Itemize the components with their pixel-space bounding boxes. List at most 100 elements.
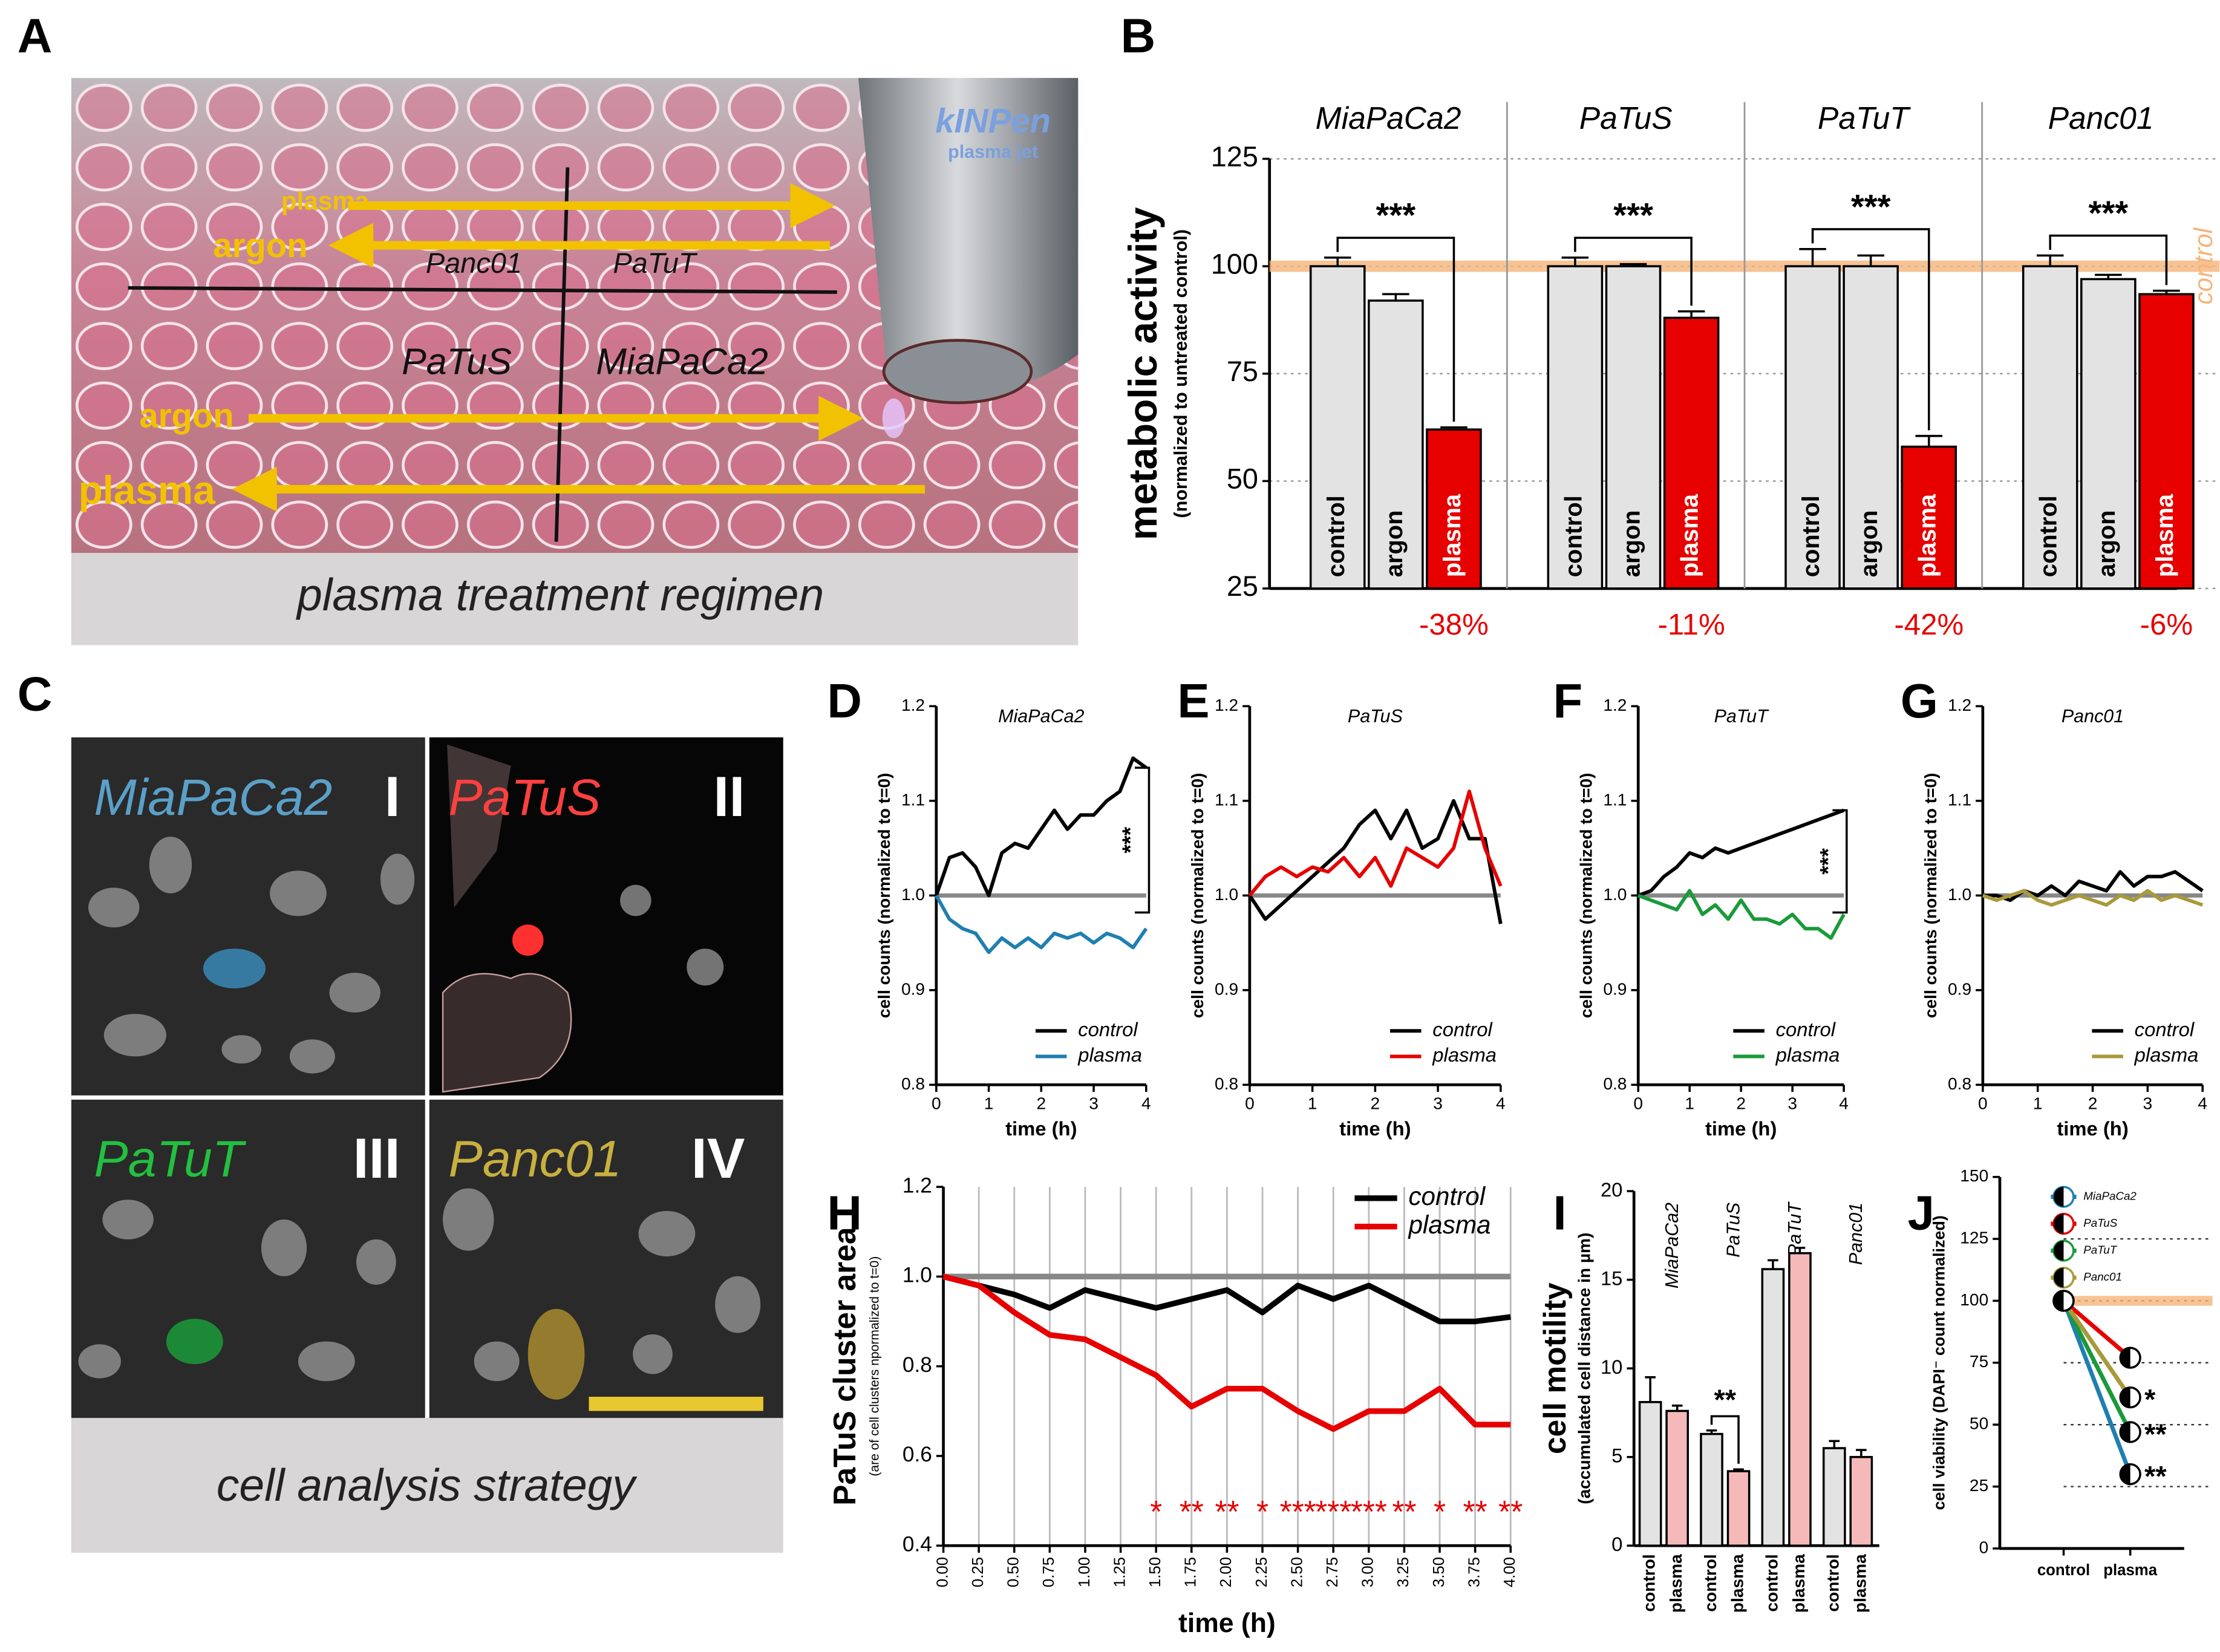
x-tick-label: 3.00: [1360, 1557, 1377, 1587]
category-label: argon: [1381, 510, 1408, 577]
x-tick-label: 4.00: [1501, 1557, 1518, 1587]
significance: ***: [1815, 848, 1841, 875]
marker-half: [2120, 1464, 2130, 1484]
marker-half: [2054, 1241, 2064, 1261]
category-label: plasma: [2152, 494, 2178, 577]
x-tick-label: 3: [1787, 1094, 1797, 1113]
marker-half: [2054, 1291, 2064, 1311]
x-tick-label: 3.75: [1466, 1557, 1483, 1587]
cell: [474, 1341, 520, 1382]
y-tick-label: 0: [1611, 1533, 1622, 1555]
x-tick-label: 1.00: [1076, 1557, 1093, 1587]
series-line: [2062, 1300, 2132, 1475]
error-bar: [1440, 426, 1467, 430]
cell: [443, 1188, 494, 1251]
cell-cluster: [442, 973, 572, 1093]
error-bar: [1733, 1468, 1744, 1472]
bar: [1638, 1401, 1662, 1547]
y-tick-label: 0: [1979, 1538, 1989, 1556]
arrow-label: plasma: [281, 186, 370, 215]
y-axis-sublabel: (accumulated cell distance in µm): [1575, 1233, 1593, 1504]
y-tick-label: 0.8: [1948, 1074, 1971, 1093]
well-label: MiaPaCa2: [596, 341, 768, 382]
legend-label: plasma: [1077, 1043, 1142, 1066]
change-label: -6%: [2140, 608, 2193, 641]
error-bar: [1829, 1440, 1840, 1449]
x-tick-label: 2: [2088, 1094, 2098, 1113]
error-bar: [1382, 293, 1409, 301]
cell-names: MiaPaCa2 PaTuS PaTuT Panc01: [94, 769, 621, 1187]
significance-bracket: [1811, 228, 1930, 431]
x-tick-label: 0: [932, 1094, 941, 1113]
y-tick-label: 1.0: [1948, 885, 1971, 904]
significance: **: [1180, 1494, 1204, 1529]
x-tick-label: 4: [1141, 1094, 1151, 1113]
significance: *: [1434, 1494, 1446, 1529]
x-tick-label: 4: [1839, 1094, 1849, 1113]
arrow-head: [790, 183, 835, 229]
legend-label: PaTuT: [2083, 1244, 2117, 1256]
bar: [1663, 316, 1720, 590]
y-tick-label: 150: [1960, 1166, 1988, 1185]
cell: [221, 1035, 261, 1064]
x-axis-label: time (h): [1178, 1608, 1276, 1638]
well-label: PaTuS: [402, 341, 512, 382]
y-tick-label: 1.1: [1603, 790, 1627, 809]
x-tick-label: 2: [1371, 1094, 1380, 1113]
y-tick-label: 1.1: [1948, 790, 1971, 809]
series-line: [2062, 1299, 2132, 1360]
panel-label: I: [1553, 1186, 1567, 1239]
highlighted-cell: [166, 1319, 223, 1365]
numeral: III: [353, 1126, 400, 1190]
bar: [1761, 1268, 1785, 1547]
y-tick-label: 50: [1970, 1414, 1988, 1433]
change-label: -38%: [1419, 608, 1489, 641]
well-label: Panc01: [426, 247, 522, 279]
legend-label: plasma: [1432, 1043, 1497, 1066]
bar: [1665, 1409, 1689, 1547]
x-tick-label: control: [1640, 1554, 1659, 1611]
x-tick-label: 3: [2143, 1094, 2153, 1113]
cell-name: MiaPaCa2: [94, 769, 332, 826]
x-tick-label: control: [1824, 1554, 1843, 1611]
highlighted-cell: [203, 948, 266, 988]
y-axis-label: cell viability (DAPI⁻ count normalized): [1930, 1215, 1948, 1510]
y-tick-label: 1.1: [1215, 790, 1238, 809]
significance: **: [2144, 1419, 2167, 1450]
bar: [1700, 1432, 1723, 1547]
cell: [715, 1276, 761, 1333]
x-tick-label: 4: [1496, 1094, 1506, 1113]
category-label: argon: [1619, 510, 1645, 577]
error-bar: [1645, 1376, 1656, 1402]
y-axis-sublabel: (are of cell clusters npormalized to t=0…: [868, 1256, 882, 1477]
well-label: PaTuT: [613, 247, 698, 279]
x-tick-label: plasma: [1728, 1554, 1747, 1613]
significance: **: [1215, 1494, 1239, 1529]
y-tick-label: 100: [1211, 249, 1258, 280]
marker-half: [2120, 1348, 2130, 1368]
y-tick-label: 20: [1601, 1178, 1622, 1201]
legend-label: MiaPaCa2: [2083, 1189, 2137, 1202]
group-name: MiaPaCa2: [1316, 100, 1461, 135]
legend-label: control: [2135, 1018, 2195, 1040]
y-tick-label: 0.8: [901, 1074, 925, 1093]
x-axis-label: time (h): [1705, 1117, 1777, 1140]
y-tick-label: 0.8: [1215, 1074, 1238, 1093]
x-axis-label: time (h): [2057, 1117, 2128, 1140]
cell: [78, 1344, 121, 1379]
bar: [2080, 278, 2137, 590]
category-label: control: [1560, 495, 1587, 577]
significance: **: [2144, 1460, 2167, 1492]
x-tick-label: 2.75: [1324, 1557, 1341, 1587]
panel-a-photo: [71, 77, 1079, 645]
caption: cell analysis strategy: [217, 1460, 638, 1510]
error-bar: [2153, 289, 2180, 295]
x-tick-label: 4: [2198, 1094, 2207, 1113]
error-bar: [1619, 263, 1647, 267]
x-axis-label: time (h): [1005, 1117, 1077, 1140]
category-label: plasma: [1677, 494, 1703, 577]
panel-label: H: [827, 1186, 862, 1239]
significance: **: [1498, 1494, 1523, 1529]
series-line: [942, 1273, 1511, 1432]
plasma-glow: [882, 398, 906, 439]
